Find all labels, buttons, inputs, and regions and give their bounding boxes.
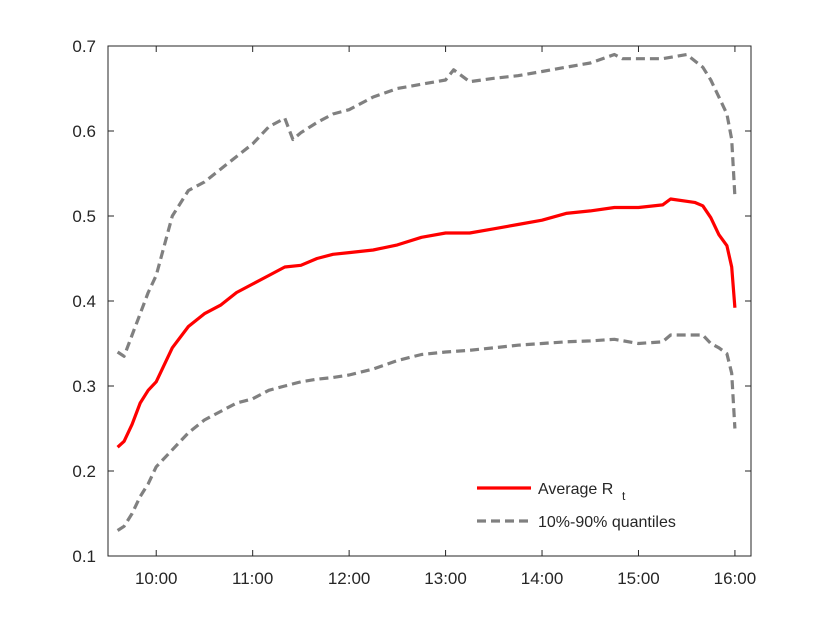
x-tick-label: 14:00 (521, 569, 564, 588)
x-tick-label: 10:00 (135, 569, 178, 588)
x-tick-label: 11:00 (232, 569, 273, 588)
y-tick-label: 0.6 (72, 122, 96, 141)
series-line-2 (116, 333, 737, 532)
legend-average-label: Average R (538, 481, 613, 498)
x-tick-label: 16:00 (714, 569, 757, 588)
series-layer (116, 52, 737, 532)
legend: Average R t 10%-90% quantiles (477, 481, 676, 531)
y-tick-label: 0.3 (72, 377, 96, 396)
legend-quantiles-label: 10%-90% quantiles (538, 514, 676, 531)
series-line-0 (116, 197, 737, 449)
x-tick-label: 12:00 (328, 569, 371, 588)
y-tick-label: 0.2 (72, 462, 96, 481)
y-tick-label: 0.4 (72, 292, 96, 311)
tick-layer (108, 45, 751, 557)
y-tick-label: 0.1 (72, 547, 96, 566)
series-line-1 (116, 52, 737, 358)
legend-average-subscript: t (622, 489, 626, 503)
y-tick-label: 0.7 (72, 37, 96, 56)
plot-area (107, 45, 752, 557)
x-tick-label: 15:00 (617, 569, 660, 588)
y-tick-label: 0.5 (72, 207, 96, 226)
x-axis-labels: 10:00 11:00 12:00 13:00 14:00 15:00 16:00 (135, 569, 756, 588)
y-axis-labels: 0.1 0.2 0.3 0.4 0.5 0.6 0.7 (72, 37, 96, 566)
x-tick-label: 13:00 (424, 569, 467, 588)
